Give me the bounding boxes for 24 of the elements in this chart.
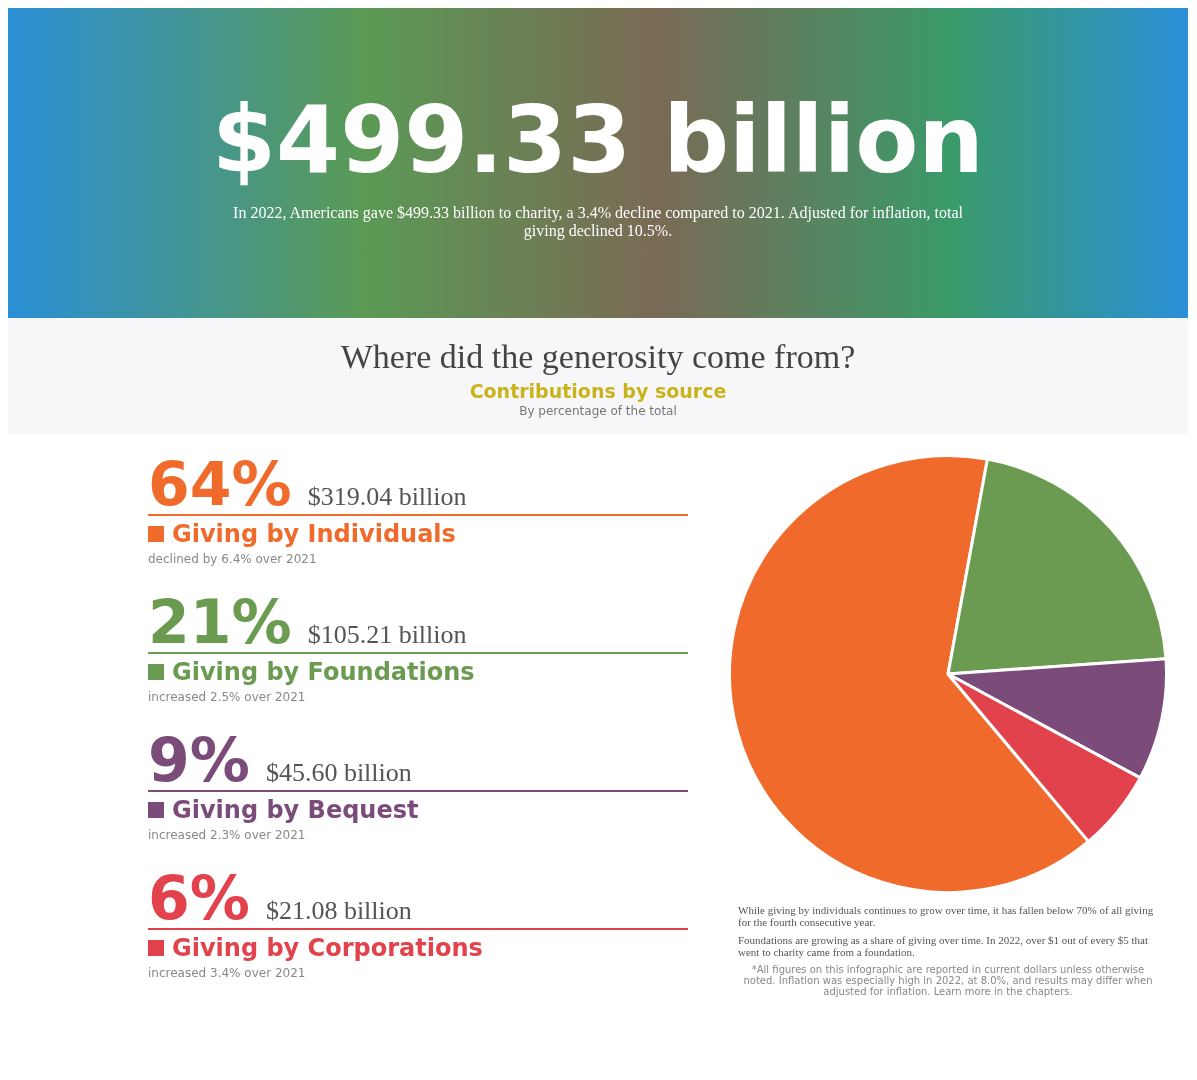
- text: increased 2.3% over 2021: [148, 828, 307, 842]
- chart-title: Where did the generosity come from?: [339, 338, 857, 376]
- text: $105.21 billion: [307, 620, 467, 650]
- text: declined by 6.4% over 2021: [148, 552, 318, 566]
- text: increased 3.4% over 2021: [148, 966, 307, 980]
- text: While giving by individuals continues to grow over time, it has fallen below 70% of all giving for the fourth consecutive year.: [738, 904, 1155, 928]
- data-label: 64%: [148, 449, 292, 519]
- legend-label: Giving by Foundations: [172, 658, 475, 686]
- text: $45.60 billion: [265, 758, 412, 788]
- text: By percentage of the total: [518, 404, 678, 418]
- data-label: 6%: [148, 863, 250, 933]
- text: In 2022, Americans gave $499.33 billion to charity, a 3.4% decline compared to 2021. Adjusted for inflation, total giving declined 10.5%.: [232, 203, 964, 240]
- legend-label: Giving by Corporations: [172, 934, 483, 962]
- data-label: 9%: [148, 725, 250, 795]
- text: *All figures on this infographic are reported in current dollars unless otherwise noted. Inflation was especially high in 2022, at 8.0%, and results may differ when adjusted for inflation. Learn more in the chapters.: [742, 964, 1154, 997]
- chart-subtitle: Contributions by source: [468, 380, 728, 402]
- text: Foundations are growing as a share of giving over time. In 2022, over $1 out of every $5 that went to charity came from a foundation.: [738, 934, 1149, 958]
- legend-label: Giving by Individuals: [172, 520, 456, 548]
- legend-label: Giving by Bequest: [172, 796, 419, 824]
- text: $499.33 billion: [212, 86, 984, 194]
- data-label: 21%: [148, 587, 292, 657]
- text: $319.04 billion: [307, 482, 467, 512]
- text: increased 2.5% over 2021: [148, 690, 307, 704]
- text: $21.08 billion: [265, 896, 412, 926]
